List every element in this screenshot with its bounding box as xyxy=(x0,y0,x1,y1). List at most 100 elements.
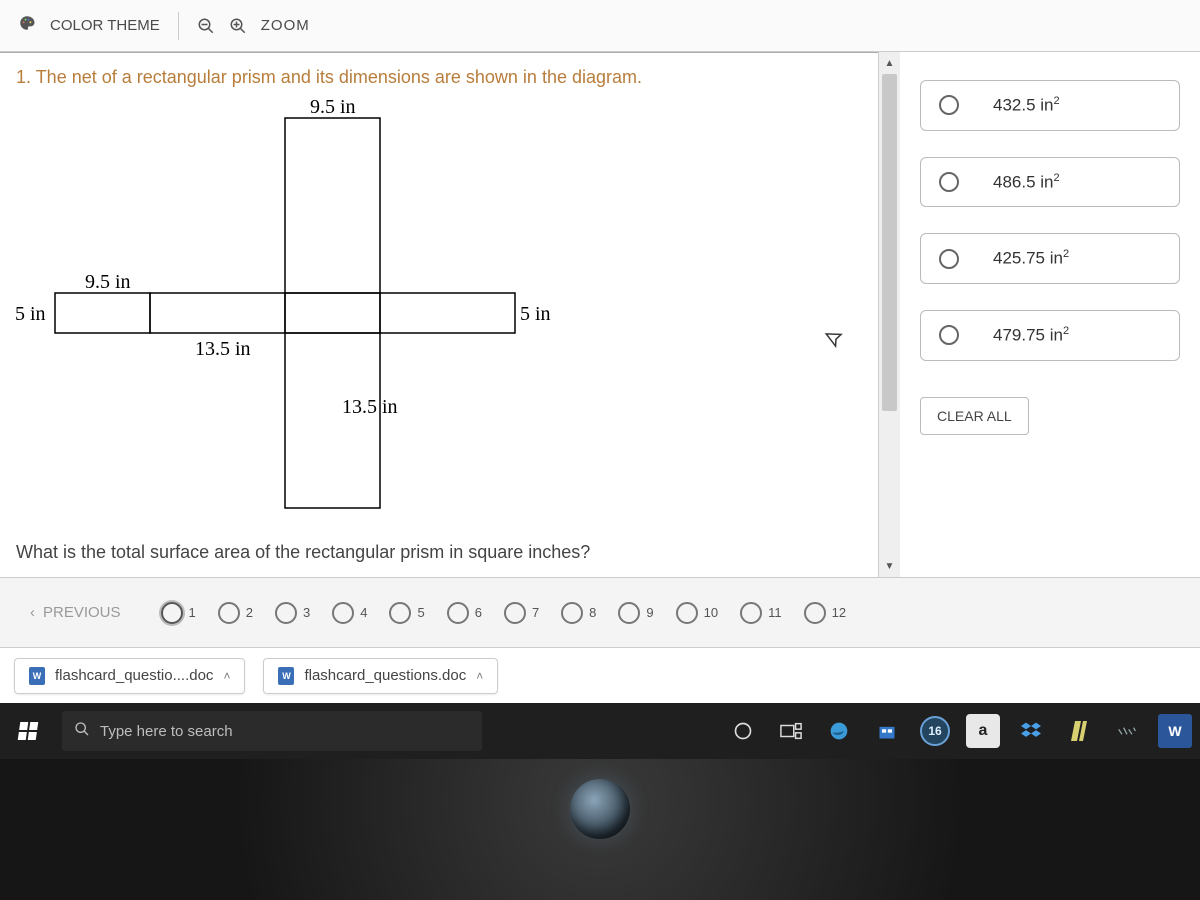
download-chip[interactable]: W flashcard_questio....doc ˄ xyxy=(14,658,245,694)
clear-all-button[interactable]: CLEAR ALL xyxy=(920,397,1029,435)
word-icon[interactable]: W xyxy=(1158,714,1192,748)
edge-icon[interactable] xyxy=(822,714,856,748)
dim-top-width: 9.5 in xyxy=(310,98,356,118)
pager-number: 10 xyxy=(704,605,718,620)
pager-number: 12 xyxy=(832,605,846,620)
pager-ring-icon xyxy=(804,602,826,624)
pager-ring-icon xyxy=(218,602,240,624)
zoom-out-icon[interactable] xyxy=(197,17,215,35)
answer-option-4[interactable]: 479.75 in2 xyxy=(920,310,1180,361)
pager-question-7[interactable]: 7 xyxy=(504,602,539,624)
answer-value: 486.5 in2 xyxy=(993,172,1060,193)
download-filename: flashcard_questio....doc xyxy=(55,667,213,684)
content-row: 1. The net of a rectangular prism and it… xyxy=(0,52,1200,577)
zoom-label[interactable]: ZOOM xyxy=(261,17,310,34)
zoom-in-icon[interactable] xyxy=(229,17,247,35)
search-icon xyxy=(74,721,90,741)
pager-ring-icon xyxy=(618,602,640,624)
radio-icon[interactable] xyxy=(939,95,959,115)
winamp-icon[interactable] xyxy=(1062,714,1096,748)
pager-ring-icon xyxy=(504,602,526,624)
pager-ring-icon xyxy=(561,602,583,624)
pager-question-10[interactable]: 10 xyxy=(676,602,718,624)
pager-question-3[interactable]: 3 xyxy=(275,602,310,624)
chevron-up-icon[interactable]: ˄ xyxy=(476,669,483,683)
task-view-icon[interactable] xyxy=(774,714,808,748)
scroll-thumb[interactable] xyxy=(882,74,897,411)
download-chip[interactable]: W flashcard_questions.doc ˄ xyxy=(263,658,498,694)
pager-number: 9 xyxy=(646,605,653,620)
pager-ring-icon xyxy=(275,602,297,624)
hp-logo-icon xyxy=(570,779,630,839)
badge-counter[interactable]: 16 xyxy=(918,714,952,748)
radio-icon[interactable] xyxy=(939,249,959,269)
pager-ring-icon xyxy=(389,602,411,624)
pager-question-2[interactable]: 2 xyxy=(218,602,253,624)
question-number: 1. xyxy=(16,67,36,87)
pager-question-4[interactable]: 4 xyxy=(332,602,367,624)
downloads-bar: W flashcard_questio....doc ˄ W flashcard… xyxy=(0,647,1200,703)
scroll-track[interactable] xyxy=(879,74,900,555)
download-filename: flashcard_questions.doc xyxy=(304,667,466,684)
radio-icon[interactable] xyxy=(939,172,959,192)
question-pane: 1. The net of a rectangular prism and it… xyxy=(0,52,878,577)
pager-ring-icon xyxy=(447,602,469,624)
radio-icon[interactable] xyxy=(939,325,959,345)
pager-question-11[interactable]: 11 xyxy=(740,602,782,624)
color-theme-label[interactable]: COLOR THEME xyxy=(50,17,160,34)
previous-label: PREVIOUS xyxy=(43,604,121,621)
amazon-icon[interactable]: a xyxy=(966,714,1000,748)
pager-number: 8 xyxy=(589,605,596,620)
windows-taskbar: Type here to search 16 a W xyxy=(0,703,1200,759)
pager-number: 11 xyxy=(768,605,782,620)
scroll-up-icon[interactable]: ▲ xyxy=(879,52,900,74)
pager-number: 5 xyxy=(417,605,424,620)
answer-option-3[interactable]: 425.75 in2 xyxy=(920,233,1180,284)
word-doc-icon: W xyxy=(278,667,294,685)
pager-ring-icon xyxy=(332,602,354,624)
chevron-left-icon: ‹ xyxy=(30,604,35,621)
question-text-2: What is the total surface area of the re… xyxy=(0,528,878,577)
pager-question-5[interactable]: 5 xyxy=(389,602,424,624)
pager-number: 3 xyxy=(303,605,310,620)
chevron-up-icon[interactable]: ˄ xyxy=(223,669,230,683)
question-prompt: 1. The net of a rectangular prism and it… xyxy=(0,52,878,98)
question-scrollbar[interactable]: ▲ ▼ xyxy=(878,52,900,577)
search-placeholder: Type here to search xyxy=(100,723,233,740)
start-button[interactable] xyxy=(8,711,48,751)
store-icon[interactable] xyxy=(870,714,904,748)
answer-value: 432.5 in2 xyxy=(993,95,1060,116)
taskbar-search[interactable]: Type here to search xyxy=(62,711,482,751)
toolbar-divider xyxy=(178,12,179,40)
pager-items: 123456789101112 xyxy=(161,602,869,624)
pager-question-8[interactable]: 8 xyxy=(561,602,596,624)
pager-number: 2 xyxy=(246,605,253,620)
pager-question-6[interactable]: 6 xyxy=(447,602,482,624)
windows-icon xyxy=(18,722,39,740)
top-toolbar: COLOR THEME ZOOM xyxy=(0,0,1200,52)
pager-question-9[interactable]: 9 xyxy=(618,602,653,624)
answer-option-1[interactable]: 432.5 in2 xyxy=(920,80,1180,131)
previous-button[interactable]: ‹ PREVIOUS xyxy=(30,604,121,621)
question-pager: ‹PREVIOUS 123456789101112 xyxy=(0,577,1200,647)
cursor-icon xyxy=(822,325,852,359)
pager-ring-icon xyxy=(676,602,698,624)
dim-bottom-height: 13.5 in xyxy=(342,396,398,418)
dropbox-icon[interactable] xyxy=(1014,714,1048,748)
scroll-down-icon[interactable]: ▼ xyxy=(879,555,900,577)
pager-number: 4 xyxy=(360,605,367,620)
desktop-backdrop xyxy=(0,759,1200,900)
diagram: 9.5 in 9.5 in 5 in 5 in 13.5 in 13.5 in xyxy=(0,98,878,528)
pager-number: 6 xyxy=(475,605,482,620)
pager-question-1[interactable]: 1 xyxy=(161,602,196,624)
pager-ring-icon xyxy=(740,602,762,624)
tray-icon[interactable] xyxy=(1110,714,1144,748)
pager-question-12[interactable]: 12 xyxy=(804,602,846,624)
net-diagram-svg: 9.5 in 9.5 in 5 in 5 in 13.5 in 13.5 in xyxy=(0,98,820,528)
answer-value: 425.75 in2 xyxy=(993,248,1069,269)
answer-value: 479.75 in2 xyxy=(993,325,1069,346)
cortana-icon[interactable] xyxy=(726,714,760,748)
answer-option-2[interactable]: 486.5 in2 xyxy=(920,157,1180,208)
palette-icon[interactable] xyxy=(18,14,36,37)
dim-mid-width: 13.5 in xyxy=(195,338,251,360)
